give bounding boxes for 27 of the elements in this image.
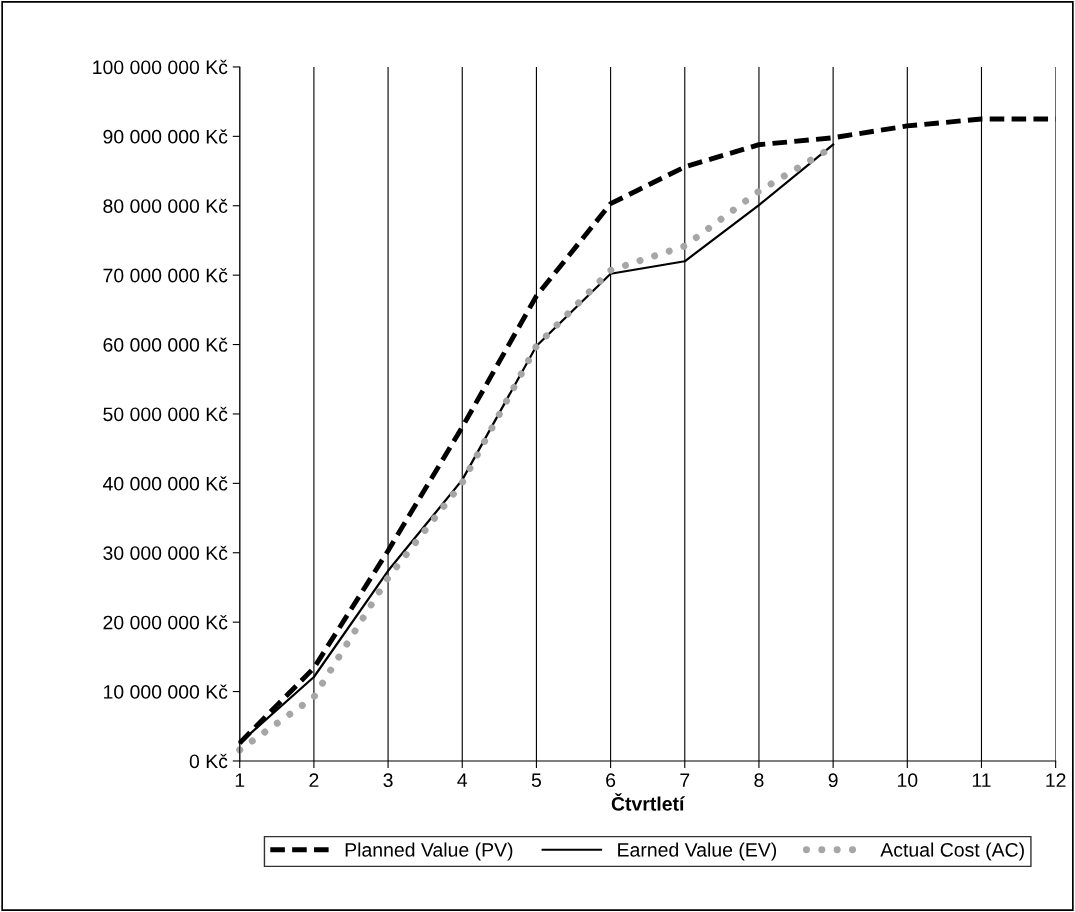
y-tick-label: 40 000 000 Kč bbox=[102, 476, 228, 491]
y-tick-label: 70 000 000 Kč bbox=[103, 268, 228, 283]
x-tick-label: 10 bbox=[897, 773, 918, 788]
x-tick-label: 7 bbox=[680, 773, 690, 787]
y-tick-label: 90 000 000 Kč bbox=[103, 129, 228, 144]
legend-label: Planned Value (PV) bbox=[345, 842, 513, 861]
x-tick-label: 1 bbox=[235, 773, 245, 787]
x-tick-label: 9 bbox=[828, 773, 838, 788]
legend-label: Earned Value (EV) bbox=[618, 842, 777, 861]
x-tick-label: 3 bbox=[383, 773, 393, 788]
y-tick-label: 10 000 000 Kč bbox=[104, 684, 228, 699]
x-tick-label: 6 bbox=[606, 773, 616, 788]
x-tick-label: 2 bbox=[309, 773, 319, 787]
y-tick-label: 100 000 000 Kč bbox=[93, 59, 228, 75]
x-tick-label: 12 bbox=[1046, 773, 1066, 787]
x-axis-title: Čtvrtletí bbox=[611, 793, 685, 811]
y-tick-label: 50 000 000 Kč bbox=[103, 406, 228, 422]
y-tick-label: 30 000 000 Kč bbox=[103, 545, 228, 560]
x-tick-label: 5 bbox=[531, 773, 542, 788]
x-tick-label: 8 bbox=[754, 773, 764, 788]
y-tick-label: 0 Kč bbox=[189, 753, 228, 769]
y-tick-label: 80 000 000 Kč bbox=[103, 198, 228, 213]
y-tick-label: 20 000 000 Kč bbox=[103, 615, 228, 630]
y-tick-label: 60 000 000 Kč bbox=[103, 337, 228, 352]
x-tick-label: 4 bbox=[457, 773, 468, 787]
x-tick-label: 11 bbox=[972, 773, 991, 787]
legend-label: Actual Cost (AC) bbox=[880, 842, 1024, 861]
